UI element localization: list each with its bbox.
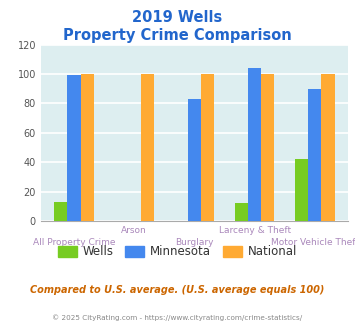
- Bar: [188, 99, 201, 221]
- Legend: Wells, Minnesota, National: Wells, Minnesota, National: [53, 241, 302, 263]
- Bar: [201, 74, 214, 221]
- Bar: [321, 74, 335, 221]
- Bar: [81, 74, 94, 221]
- Bar: [248, 68, 261, 221]
- Bar: [308, 89, 321, 221]
- Text: Property Crime Comparison: Property Crime Comparison: [63, 28, 292, 43]
- Text: Larceny & Theft: Larceny & Theft: [219, 226, 291, 235]
- Text: Motor Vehicle Theft: Motor Vehicle Theft: [271, 238, 355, 247]
- Text: All Property Crime: All Property Crime: [33, 238, 115, 247]
- Text: Burglary: Burglary: [175, 238, 214, 247]
- Text: Arson: Arson: [121, 226, 147, 235]
- Text: © 2025 CityRating.com - https://www.cityrating.com/crime-statistics/: © 2025 CityRating.com - https://www.city…: [53, 314, 302, 321]
- Bar: [54, 202, 67, 221]
- Bar: [261, 74, 274, 221]
- Bar: [141, 74, 154, 221]
- Bar: [235, 203, 248, 221]
- Text: Compared to U.S. average. (U.S. average equals 100): Compared to U.S. average. (U.S. average …: [30, 285, 325, 295]
- Text: 2019 Wells: 2019 Wells: [132, 10, 223, 25]
- Bar: [295, 159, 308, 221]
- Bar: [67, 76, 81, 221]
